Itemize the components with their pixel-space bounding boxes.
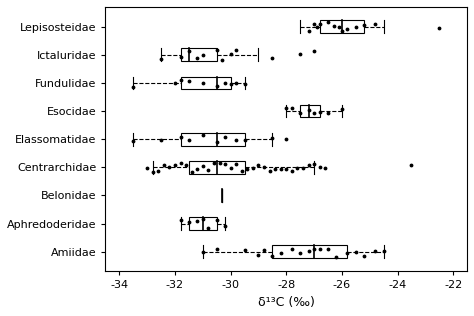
FancyBboxPatch shape — [319, 20, 364, 33]
FancyBboxPatch shape — [189, 161, 245, 174]
FancyBboxPatch shape — [181, 48, 217, 61]
FancyBboxPatch shape — [181, 76, 231, 89]
FancyBboxPatch shape — [181, 133, 245, 146]
X-axis label: δ¹³C (‰): δ¹³C (‰) — [258, 296, 315, 309]
FancyBboxPatch shape — [273, 246, 347, 258]
FancyBboxPatch shape — [300, 105, 319, 118]
FancyBboxPatch shape — [189, 217, 217, 230]
